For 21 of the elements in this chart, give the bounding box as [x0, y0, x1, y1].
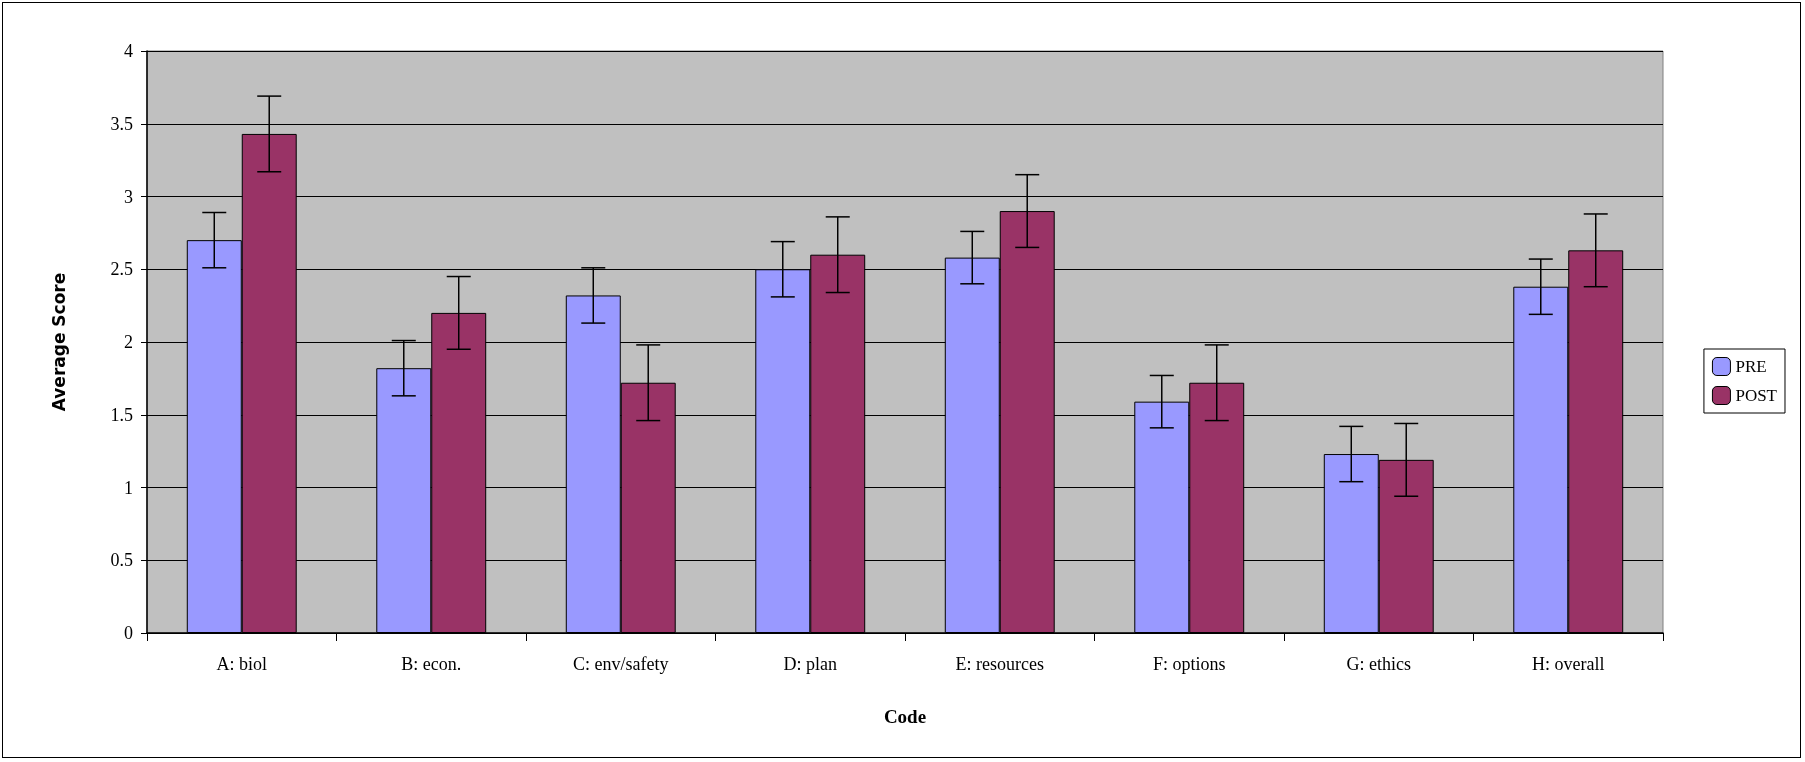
legend-label: POST [1735, 386, 1778, 405]
x-tick-label: E: resources [955, 654, 1044, 674]
y-tick-label: 4 [124, 41, 133, 61]
y-axis-title: Average Score [48, 272, 69, 412]
x-tick-label: A: biol [216, 654, 268, 674]
legend-label: PRE [1735, 357, 1767, 376]
x-tick-label: D: plan [783, 654, 837, 674]
x-tick-label: H: overall [1532, 654, 1605, 674]
y-tick-label: 0 [124, 623, 133, 643]
y-tick-label: 0.5 [110, 550, 133, 571]
y-tick-label: 1 [124, 477, 133, 498]
y-tick-label: 3 [124, 186, 133, 207]
x-tick-label: C: env/safety [573, 654, 669, 674]
x-tick-label: F: options [1152, 654, 1226, 674]
y-tick-label: 2 [124, 332, 133, 352]
y-tick-label: 1.5 [110, 404, 133, 425]
x-tick-label: B: econ. [401, 654, 462, 674]
x-axis-title: Code [883, 706, 927, 727]
y-tick-label: 2.5 [110, 259, 133, 280]
y-tick-label: 3.5 [110, 113, 133, 134]
x-tick-label: G: ethics [1346, 654, 1411, 674]
